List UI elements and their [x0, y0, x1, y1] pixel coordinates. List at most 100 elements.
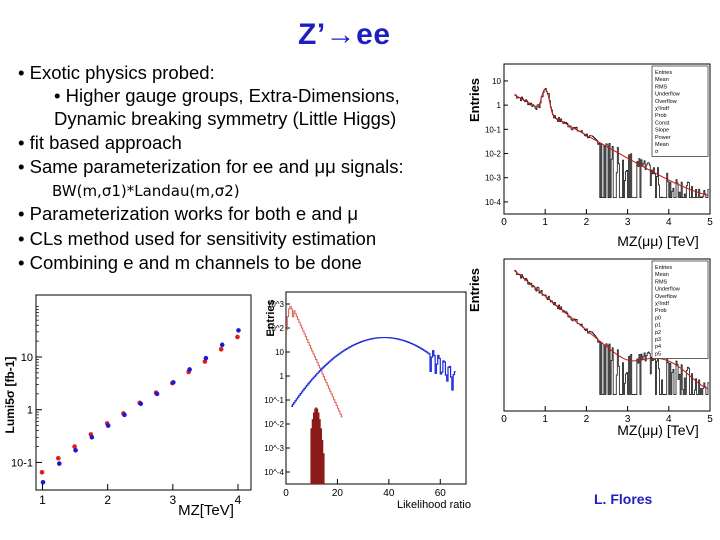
x-axis-label: Likelihood ratio — [397, 499, 471, 511]
stats-entry: Mean — [655, 142, 669, 148]
stats-entry: Underflow — [655, 287, 680, 293]
y-tick-label: 10 — [492, 77, 501, 86]
blue-point — [105, 423, 111, 428]
stats-entry: p0 — [655, 315, 661, 321]
stats-entry: p3 — [655, 337, 661, 343]
x-axis-label: MZ[TeV] — [178, 502, 234, 519]
fit-curve — [513, 270, 709, 390]
sub-bullet-little-higgs: Dynamic breaking symmetry (Little Higgs) — [54, 108, 397, 129]
blue-point — [171, 380, 176, 385]
y-tick-label: 10-1 — [485, 125, 502, 134]
bullet-works-e-mu: • Parameterization works for both e and … — [18, 203, 359, 224]
y-tick-label: 10-3 — [485, 174, 502, 183]
blue-point — [73, 447, 78, 453]
y-tick-label: 1 — [280, 372, 285, 381]
slide-title: Z’→ee — [298, 18, 391, 51]
stats-entry: Entries — [655, 265, 672, 271]
x-tick-label: 60 — [435, 488, 447, 499]
y-tick-label: 10^-1 — [264, 396, 284, 405]
x-tick-label: 0 — [501, 217, 507, 228]
bullet-cls-method: • CLs method used for sensitivity estima… — [18, 228, 377, 249]
stats-entry: RMS — [655, 84, 668, 90]
red-point — [39, 469, 45, 475]
lumi-vs-mass-chart: 1 2 3 4 10 1 10-1 Lumi5σ [fb-1] MZ[TeV] — [3, 294, 252, 519]
x-tick-label: 4 — [235, 493, 242, 507]
stats-entry: Power — [655, 135, 671, 141]
bullet-parameterization: • Same parameterization for ee and μμ si… — [18, 156, 404, 177]
author-credit: L. Flores — [594, 491, 653, 507]
x-tick-label: 2 — [584, 414, 590, 425]
x-tick-label: 20 — [332, 488, 344, 499]
x-tick-label: 0 — [283, 488, 289, 499]
stats-entry: χ²/ndf — [655, 301, 669, 307]
x-tick-label: 1 — [39, 493, 46, 507]
blue-point — [219, 342, 225, 348]
y-axis-label: Entries — [467, 78, 482, 122]
y-tick-label: 10^-2 — [264, 420, 284, 429]
y-tick-label: 10^3 — [267, 300, 285, 309]
signal-histogram-line — [291, 336, 456, 407]
stats-entry: χ²/ndf — [655, 106, 669, 112]
red-point — [56, 455, 61, 461]
bullet-fit-approach: • fit based approach — [18, 132, 182, 153]
y-tick-label: 10^-3 — [264, 444, 284, 453]
stats-entry: p1 — [655, 323, 661, 329]
red-point — [218, 346, 224, 352]
formula-bw-landau: BW(m,σ1)*Landau(m,σ2) — [52, 182, 240, 200]
stats-entry: Const — [655, 120, 670, 126]
bullet-exotic-physics: • Exotic physics probed: — [18, 62, 215, 83]
stats-entry: p4 — [655, 344, 661, 350]
bullet-combining: • Combining e and m channels to be done — [18, 252, 362, 273]
y-tick-label: 10 — [21, 352, 33, 364]
stats-entry: Underflow — [655, 92, 680, 98]
stats-entry: p5 — [655, 351, 661, 357]
background-filled-histogram — [310, 407, 325, 484]
y-tick-label: 10^2 — [267, 324, 285, 333]
y-tick-label: 10 — [275, 348, 284, 357]
y-tick-label: 10-4 — [485, 198, 502, 207]
red-point — [72, 444, 77, 449]
stats-entry: p2 — [655, 330, 661, 336]
y-axis-label: Lumi5σ [fb-1] — [3, 357, 17, 434]
stats-entry: Slope — [655, 128, 669, 134]
y-tick-label: 1 — [27, 405, 33, 417]
stats-entry: σ — [655, 149, 659, 155]
y-axis-label: Entries — [467, 268, 482, 312]
y-tick-label: 10-1 — [11, 457, 33, 469]
blue-point — [236, 328, 241, 333]
x-tick-label: 3 — [625, 217, 631, 228]
background-histogram-line — [286, 305, 343, 418]
x-tick-label: 2 — [584, 217, 590, 228]
blue-point — [154, 391, 160, 397]
x-tick-label: 2 — [104, 493, 111, 507]
x-axis-label: MZ(μμ) [TeV] — [617, 422, 698, 438]
y-tick-label: 1 — [497, 101, 502, 110]
x-tick-label: 5 — [707, 217, 713, 228]
x-tick-label: 0 — [501, 414, 507, 425]
x-tick-label: 3 — [625, 414, 631, 425]
blue-point — [138, 401, 144, 407]
blue-point — [40, 479, 46, 485]
x-tick-label: 3 — [169, 493, 176, 507]
stats-entry: Prob — [655, 113, 667, 119]
stats-entry: Overflow — [655, 99, 677, 105]
x-tick-label: 4 — [666, 217, 672, 228]
x-tick-label: 1 — [542, 217, 548, 228]
blue-point — [57, 461, 62, 466]
x-tick-label: 40 — [383, 488, 395, 499]
blue-point — [203, 355, 209, 361]
blue-point — [122, 412, 127, 418]
stats-entry: Prob — [655, 308, 667, 314]
blue-point — [89, 434, 95, 440]
x-tick-label: 1 — [542, 414, 548, 425]
stats-entry: Mean — [655, 77, 669, 83]
x-axis-label: MZ(μμ) [TeV] — [617, 233, 698, 249]
sub-bullet-gauge-groups: • Higher gauge groups, Extra-Dimensions, — [54, 85, 400, 106]
data-histogram — [514, 270, 709, 395]
fit-curve — [514, 88, 709, 196]
stats-entry: Overflow — [655, 294, 677, 300]
stats-entry: Entries — [655, 70, 672, 76]
y-tick-label: 10^-4 — [264, 468, 284, 477]
stats-entry: RMS — [655, 279, 668, 285]
